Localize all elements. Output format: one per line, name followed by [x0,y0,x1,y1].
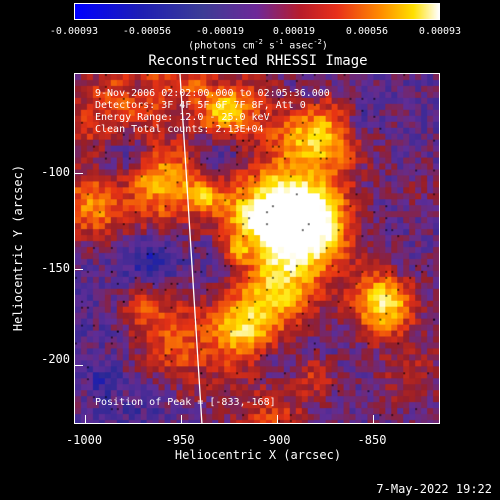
info-detectors: Detectors: 3F 4F 5F 6F 7F 8F, Att 0 [95,100,306,111]
x-tick-label: -1000 [65,433,103,447]
colorbar-tick: -0.00019 [195,26,245,37]
info-time-range: 9-Nov-2006 02:02:00.000 to 02:05:36.000 [95,88,330,99]
info-clean-counts: Clean Total counts: 2.13E+04 [95,124,264,135]
y-tick-label: -150 [41,261,70,275]
colorbar-tick: 0.00056 [345,26,389,37]
x-tick-label: -950 [165,433,195,447]
plot-title: Reconstructed RHESSI Image [148,53,368,69]
colorbar-tick: 0.00019 [272,26,316,37]
y-tick-label: -100 [41,165,70,179]
colorbar-tick: 0.00093 [418,26,462,37]
x-axis-label: Heliocentric X (arcsec) [174,448,342,462]
colorbar-unit: (photons cm-2 s-1 asec-2) [188,38,328,52]
colorbar [74,3,440,20]
solar-limb-line [179,74,203,423]
colorbar-tick: -0.00056 [122,26,172,37]
x-tick-label: -850 [357,433,387,447]
info-energy-range: Energy Range: 12.0 - 25.0 keV [95,112,270,123]
timestamp: 7-May-2022 19:22 [376,482,492,496]
y-axis-label: Heliocentric Y (arcsec) [11,164,25,332]
limb-overlay [179,74,203,423]
y-tick-label: -200 [41,352,70,366]
heatmap-canvas [75,74,439,423]
image-plot: 9-Nov-2006 02:02:00.000 to 02:05:36.000 … [74,73,440,424]
peak-position-label: Position of Peak = [-833,-168] [95,397,276,408]
colorbar-tick: -0.00093 [49,26,99,37]
x-tick-label: -900 [261,433,291,447]
